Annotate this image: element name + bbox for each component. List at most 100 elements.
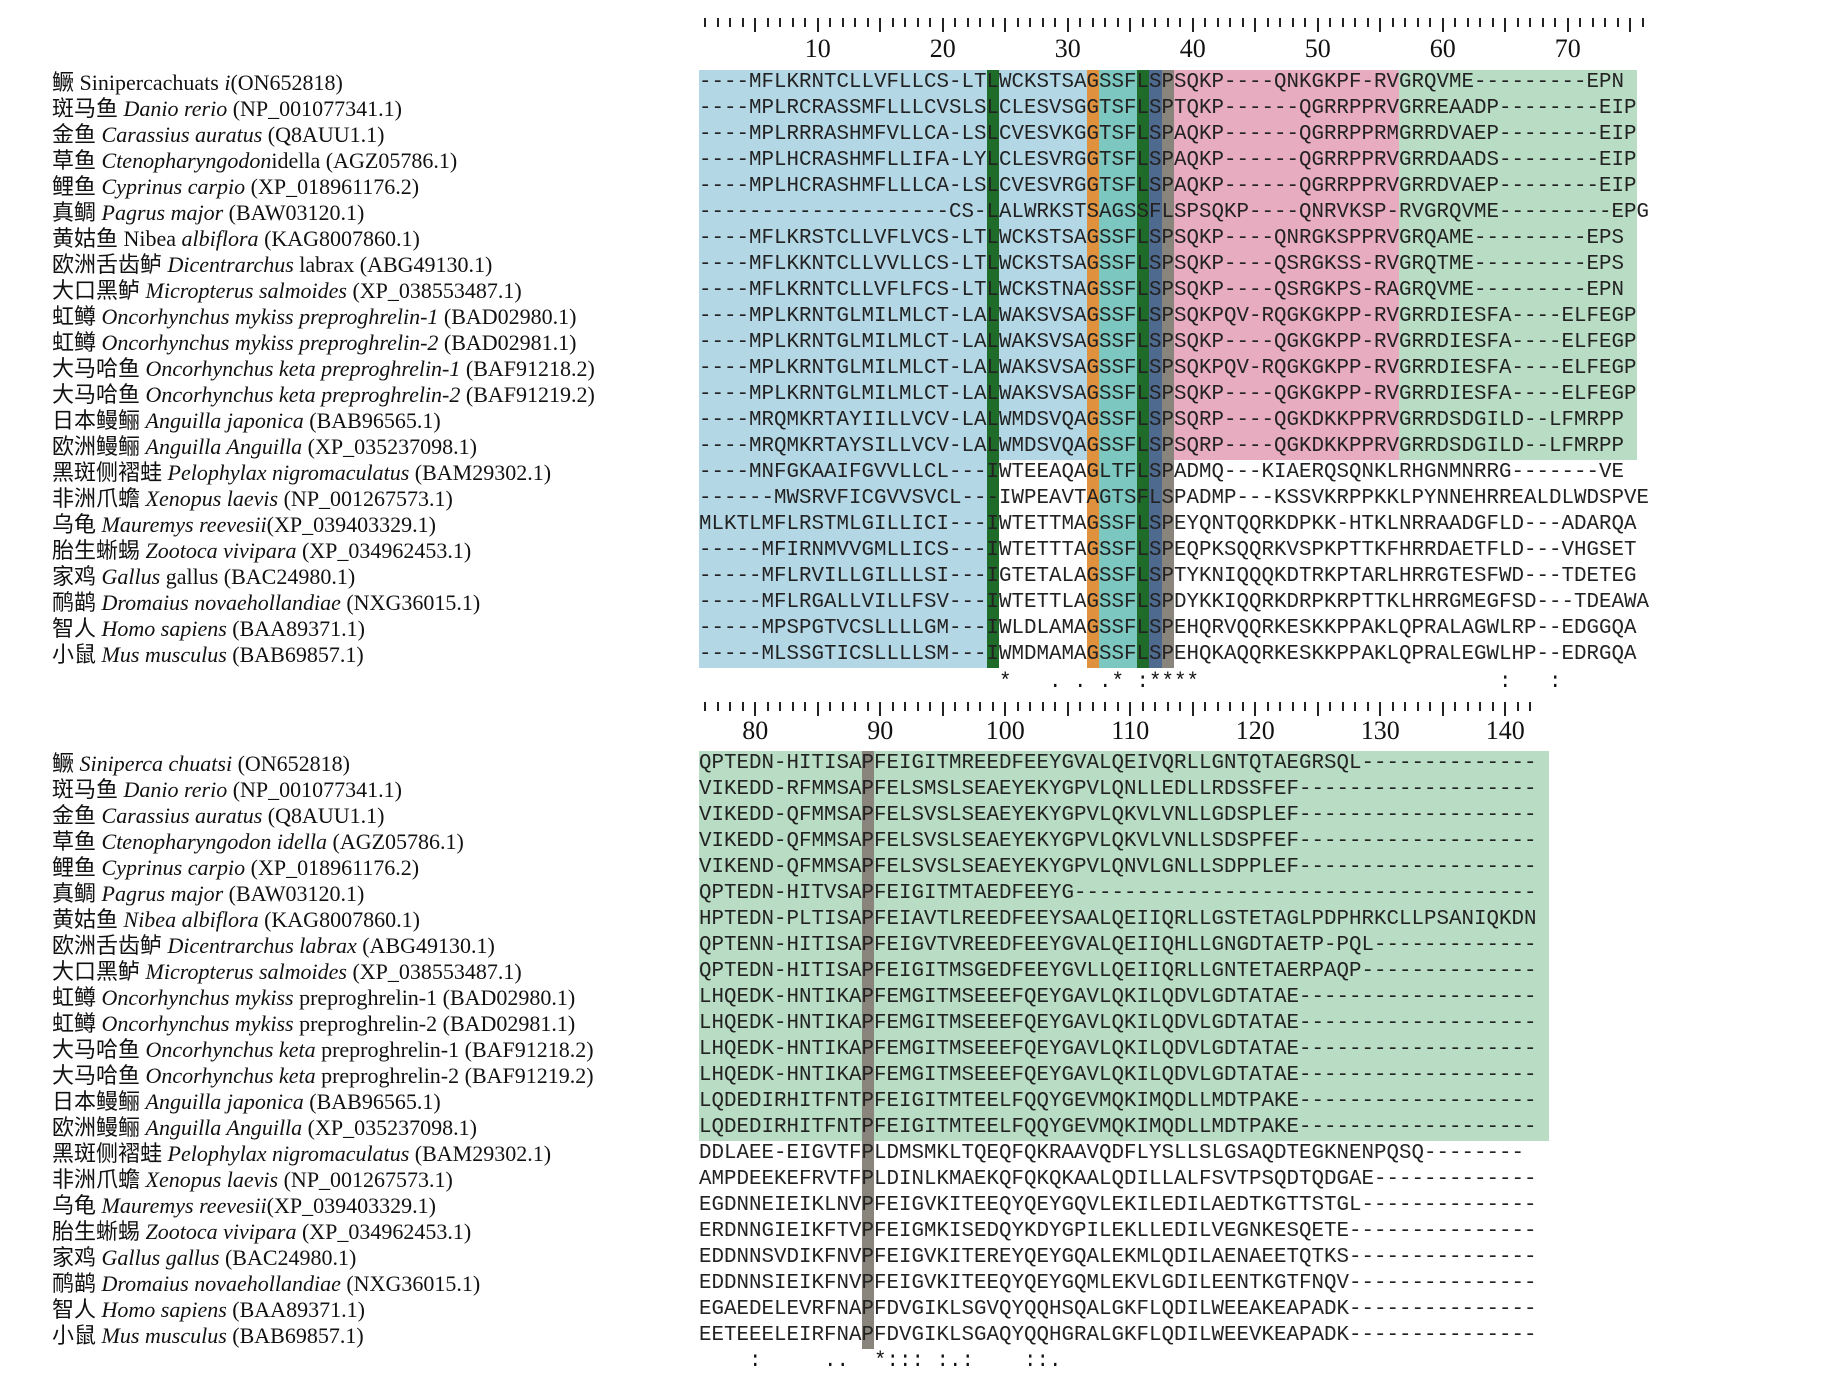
ruler-tick — [1329, 18, 1332, 27]
species-common-name: 真鲷 — [52, 200, 97, 225]
ruler-tick — [779, 18, 782, 27]
species-name-text: (BAM29302.1) — [409, 460, 552, 485]
ruler-tick — [1216, 702, 1219, 711]
species-name-text: (XP_038553487.1) — [346, 959, 522, 984]
species-name-text: (BAC24980.1) — [219, 1245, 357, 1270]
sequence-row: MLKTLMFLRSTMLGILLICI---IWTETTMAGSSFLSPEY… — [699, 513, 1637, 536]
species-label: 智人 Homo sapiens (BAA89371.1) — [52, 1297, 712, 1323]
species-name-text: (NXG36015.1) — [340, 1271, 481, 1296]
species-common-name: 智人 — [52, 616, 97, 641]
species-label: 鲤鱼 Cyprinus carpio (XP_018961176.2) — [52, 855, 712, 881]
species-common-name: 虹鳟 — [52, 985, 97, 1010]
species-common-name: 欧洲舌齿鲈 — [52, 933, 163, 958]
sequence-row: ERDNNGIEIKFTVPFEIGMKISEDQYKDYGPILEKLLEDI… — [699, 1220, 1537, 1243]
species-common-name: 黑斑侧褶蛙 — [52, 460, 163, 485]
sequence-row: LQDEDIRHITFNTPFEIGITMTEELFQQYGEVMQKIMQDL… — [699, 1090, 1537, 1113]
species-label: 金鱼 Carassius auratus (Q8AUU1.1) — [52, 122, 712, 148]
ruler-tick — [804, 18, 807, 27]
species-name-text: (BAF91219.2) — [460, 382, 595, 407]
species-name-text: (NP_001077341.1) — [227, 777, 402, 802]
species-label: 草鱼 Ctenopharyngodonidella (AGZ05786.1) — [52, 148, 712, 174]
species-scientific-name: Gallus gallus — [101, 1245, 220, 1270]
species-scientific-name: Oncorhynchus mykiss preproghrelin-1 — [101, 304, 439, 329]
species-name-text: (XP_035237098.1) — [302, 1115, 477, 1140]
species-name-text: (NP_001267573.1) — [278, 1167, 453, 1192]
species-label: 乌龟 Mauremys reevesii(XP_039403329.1) — [52, 512, 712, 538]
species-label: 金鱼 Carassius auratus (Q8AUU1.1) — [52, 803, 712, 829]
species-label: 大马哈鱼 Oncorhynchus keta preproghrelin-1 (… — [52, 356, 712, 382]
ruler-tick — [1404, 18, 1407, 27]
species-scientific-name: Mus musculus — [101, 642, 227, 667]
species-name-text: (BAD02980.1) — [438, 304, 577, 329]
species-common-name: 非洲爪蟾 — [52, 1167, 141, 1192]
species-scientific-name: Oncorhynchus mykiss preproghrelin-2 — [101, 330, 439, 355]
ruler-tick — [1091, 18, 1094, 27]
species-label: 欧洲舌齿鲈 Dicentrarchus labrax (ABG49130.1) — [52, 933, 712, 959]
species-name-text: (BAB69857.1) — [226, 642, 364, 667]
ruler-tick — [1154, 18, 1157, 27]
species-label: 非洲爪蟾 Xenopus laevis (NP_001267573.1) — [52, 1167, 712, 1193]
species-name-text: labrax (ABG49130.1) — [293, 252, 493, 277]
ruler-tick — [1204, 702, 1207, 711]
sequence-row: ----MPLHCRASHMFLLLCA-LSLCVESVRGGTSFLSPAQ… — [699, 175, 1637, 198]
ruler-tick — [1316, 702, 1319, 716]
ruler-tick — [766, 18, 769, 27]
species-common-name: 乌龟 — [52, 512, 97, 537]
species-label: 大口黑鲈 Micropterus salmoides (XP_038553487… — [52, 278, 712, 304]
ruler-number: 10 — [804, 34, 831, 63]
sequence-row: EGAEDELEVRFNAPFDVGIKLSGVQYQQHSQALGKFLQDI… — [699, 1298, 1537, 1321]
ruler-tick — [1529, 702, 1532, 711]
species-common-name: 虹鳟 — [52, 330, 97, 355]
species-name-text: Sinipercachuats — [74, 70, 225, 95]
species-common-name: 大口黑鲈 — [52, 278, 141, 303]
species-scientific-name: Danio rerio — [123, 777, 228, 802]
ruler-tick — [1241, 702, 1244, 711]
sequence-row: --------------------CS-LALWRKSTSAGSSFLSP… — [699, 201, 1650, 224]
species-name-text: (Q8AUU1.1) — [262, 803, 385, 828]
species-common-name: 鳜 — [52, 70, 75, 95]
sequence-row: -----MFIRNMVVGMLLICS---IWTETTTAGSSFLSPEQ… — [699, 539, 1637, 562]
ruler-tick — [766, 702, 769, 711]
species-name-text: (BAD02981.1) — [438, 330, 577, 355]
ruler-tick — [979, 18, 982, 27]
species-scientific-name: Micropterus salmoides — [145, 959, 347, 984]
species-label: 非洲爪蟾 Xenopus laevis (NP_001267573.1) — [52, 486, 712, 512]
species-common-name: 鲤鱼 — [52, 855, 97, 880]
species-scientific-name: Homo sapiens — [101, 1297, 227, 1322]
ruler-tick — [1079, 18, 1082, 27]
ruler-number: 60 — [1429, 34, 1456, 63]
species-scientific-name: Oncorhynchus mykiss — [101, 985, 294, 1010]
sequence-alignment: ----MFLKRNTCLLVFLLCS-LTLWCKSTSAGSSFLSPSQ… — [699, 70, 1649, 668]
ruler-tick — [1129, 702, 1132, 716]
ruler-tick — [1016, 702, 1019, 711]
species-common-name: 欧洲舌齿鲈 — [52, 252, 163, 277]
species-scientific-name: Pagrus major — [101, 200, 224, 225]
ruler-tick — [1366, 702, 1369, 711]
ruler-tick — [1379, 18, 1382, 32]
species-common-name: 鲤鱼 — [52, 174, 97, 199]
species-label: 鳜 Sinipercachuats i(ON652818) — [52, 70, 712, 96]
ruler-tick — [1029, 18, 1032, 27]
species-scientific-name: Cyprinus carpio — [101, 855, 246, 880]
position-ruler — [699, 702, 1537, 716]
ruler-tick — [1354, 18, 1357, 27]
species-common-name: 日本鳗鲡 — [52, 408, 141, 433]
species-name-text: (XP_018961176.2) — [245, 174, 420, 199]
species-common-name: 斑马鱼 — [52, 96, 119, 121]
ruler-tick — [1279, 702, 1282, 711]
ruler-tick — [1254, 702, 1257, 716]
ruler-tick — [1004, 18, 1007, 32]
sequence-row: ----MFLKRNTCLLVFLFCS-LTLWCKSTNAGSSFLSPSQ… — [699, 279, 1625, 302]
ruler-tick — [1604, 18, 1607, 27]
sequence-row: LHQEDK-HNTIKAPFEMGITMSEEEFQEYGAVLQKILQDV… — [699, 986, 1537, 1009]
ruler-tick — [916, 18, 919, 27]
ruler-tick — [1304, 18, 1307, 27]
sequence-row: VIKEDD-QFMMSAPFELSVSLSEAEYEKYGPVLQKVLVNL… — [699, 804, 1537, 827]
ruler-tick — [879, 702, 882, 716]
ruler-tick — [704, 18, 707, 27]
species-scientific-name: i — [224, 70, 231, 95]
species-scientific-name: Pelophylax nigromaculatus — [167, 1141, 410, 1166]
sequence-row: VIKEDD-RFMMSAPFELSMSLSEAEYEKYGPVLQNLLEDL… — [699, 778, 1537, 801]
ruler-tick — [829, 18, 832, 27]
ruler-tick — [1091, 702, 1094, 711]
